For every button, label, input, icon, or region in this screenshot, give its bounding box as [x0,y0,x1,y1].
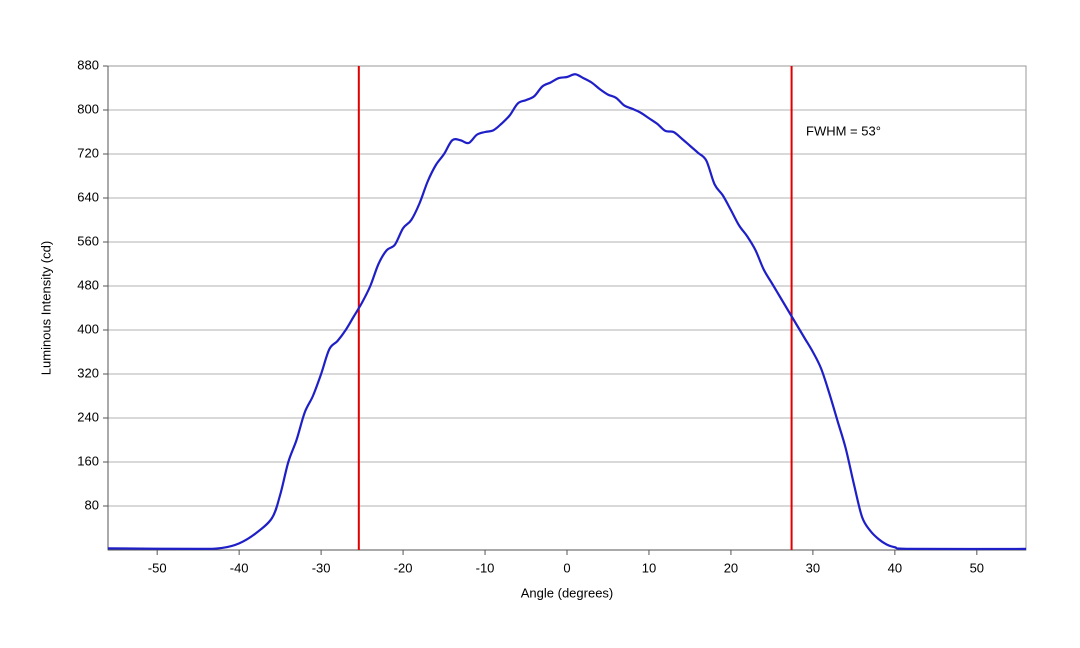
y-tick-label: 800 [77,101,99,116]
x-tick-label: 40 [888,560,902,575]
y-tick-label: 400 [77,321,99,336]
y-axis-title: Luminous Intensity (cd) [38,241,53,375]
x-tick-label: -40 [230,560,249,575]
y-tick-label: 240 [77,409,99,424]
x-tick-label: 50 [970,560,984,575]
y-tick-label: 160 [77,453,99,468]
y-tick-label: 720 [77,145,99,160]
x-axis-title: Angle (degrees) [521,585,614,600]
x-tick-label: -50 [148,560,167,575]
x-tick-label: 30 [806,560,820,575]
y-tick-label: 80 [85,497,99,512]
x-tick-label: -20 [394,560,413,575]
x-tick-label: 10 [642,560,656,575]
x-tick-label: -10 [476,560,495,575]
x-tick-label: 20 [724,560,738,575]
y-tick-label: 480 [77,277,99,292]
y-tick-label: 320 [77,365,99,380]
intensity-curve [107,73,1027,551]
x-tick-label: 0 [563,560,570,575]
x-tick-label: -30 [312,560,331,575]
annotation: FWHM = 53° [806,123,881,138]
plot-frame [107,65,1027,551]
y-tick-label: 880 [77,57,99,72]
y-tick-label: 560 [77,233,99,248]
y-tick-label: 640 [77,189,99,204]
